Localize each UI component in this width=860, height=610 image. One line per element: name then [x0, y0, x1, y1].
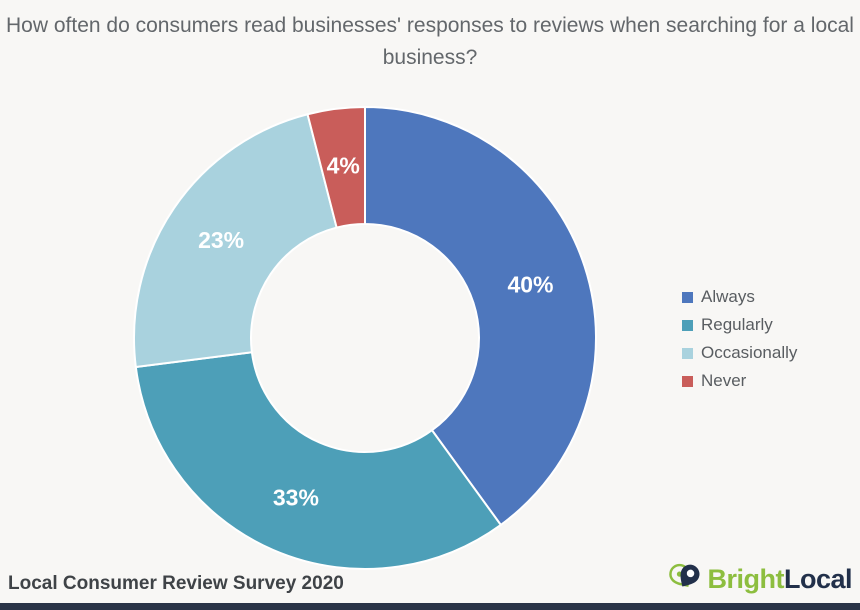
donut-chart-svg: 40% 33% 23% 4%: [133, 105, 597, 570]
donut-slice-regularly: [134, 351, 503, 570]
chart-legend: Always Regularly Occasionally Never: [682, 283, 797, 395]
legend-item-occasionally: Occasionally: [682, 339, 797, 367]
donut-slice-never: [306, 105, 366, 229]
source-label: Local Consumer Review Survey 2020: [8, 573, 344, 594]
legend-label: Occasionally: [701, 343, 798, 362]
donut-chart: 40% 33% 23% 4%: [130, 103, 600, 573]
donut-slice-always: [364, 105, 597, 527]
slice-label-never: 4%: [327, 152, 360, 178]
logo-text-local: Local: [783, 563, 853, 594]
brightlocal-logo: Bright Local: [668, 560, 853, 598]
logo-text-bright: Bright: [707, 563, 784, 594]
slice-label-always: 40%: [507, 271, 553, 297]
legend-label: Always: [701, 287, 755, 306]
chart-title: How often do consumers read businesses' …: [6, 14, 854, 69]
legend-item-never: Never: [682, 367, 797, 395]
slice-label-regularly: 33%: [273, 485, 319, 511]
map-pin-heart-icon: [669, 563, 700, 587]
legend-item-regularly: Regularly: [682, 311, 797, 339]
donut-slice-occasionally: [133, 113, 338, 369]
legend-item-always: Always: [682, 283, 797, 311]
legend-swatch: [682, 347, 693, 359]
legend-label: Never: [701, 371, 747, 390]
legend-swatch: [682, 319, 693, 331]
legend-label: Regularly: [701, 315, 773, 334]
slice-label-occasionally: 23%: [198, 227, 244, 253]
bottom-bar: [0, 603, 860, 610]
legend-swatch: [682, 375, 693, 387]
legend-swatch: [682, 291, 693, 303]
